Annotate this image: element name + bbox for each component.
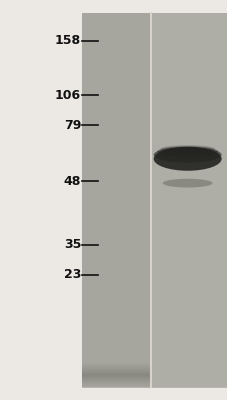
Text: 79: 79 xyxy=(64,118,81,132)
Text: 158: 158 xyxy=(55,34,81,47)
Bar xyxy=(82,366,151,378)
Bar xyxy=(82,374,151,386)
Bar xyxy=(82,373,151,386)
Ellipse shape xyxy=(156,146,217,157)
Text: 23: 23 xyxy=(64,268,81,282)
Bar xyxy=(82,369,151,382)
Bar xyxy=(82,372,151,385)
Ellipse shape xyxy=(162,179,212,188)
Bar xyxy=(82,364,151,376)
Bar xyxy=(82,368,151,380)
Bar xyxy=(82,368,151,381)
Bar xyxy=(82,372,151,384)
Bar xyxy=(82,366,151,379)
Bar xyxy=(82,375,151,387)
Bar xyxy=(82,363,151,375)
Bar xyxy=(82,13,151,387)
Bar xyxy=(82,365,151,378)
Text: 48: 48 xyxy=(64,175,81,188)
Bar xyxy=(82,373,151,385)
Bar xyxy=(82,363,151,376)
Text: 35: 35 xyxy=(64,238,81,252)
Ellipse shape xyxy=(153,147,221,162)
Bar xyxy=(82,367,151,380)
Bar xyxy=(82,364,151,377)
Bar xyxy=(82,374,151,387)
Bar xyxy=(82,374,151,386)
Bar xyxy=(82,370,151,383)
Ellipse shape xyxy=(153,147,221,171)
Bar xyxy=(82,371,151,383)
Bar xyxy=(82,367,151,380)
Text: 106: 106 xyxy=(55,88,81,102)
Bar xyxy=(82,365,151,377)
Bar xyxy=(82,369,151,381)
Bar xyxy=(82,13,226,387)
Bar xyxy=(82,366,151,379)
Bar xyxy=(82,370,151,382)
Bar xyxy=(151,13,226,387)
Bar xyxy=(82,372,151,384)
Bar xyxy=(82,371,151,384)
Bar xyxy=(82,370,151,382)
Bar xyxy=(82,364,151,376)
Ellipse shape xyxy=(160,145,214,152)
